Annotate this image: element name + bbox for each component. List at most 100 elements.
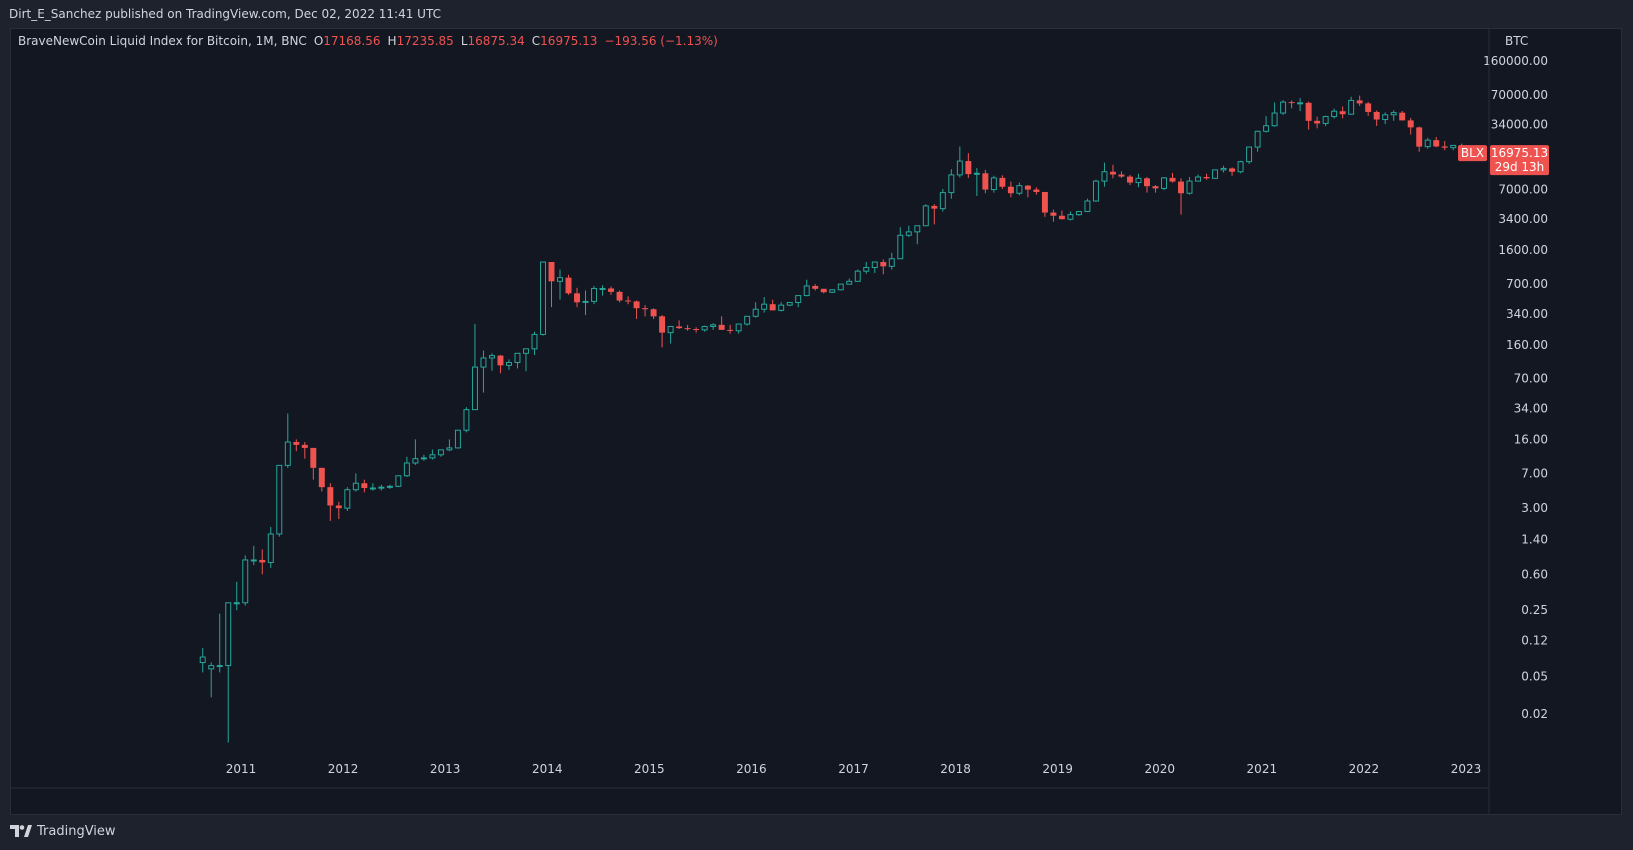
candle-body (769, 304, 776, 311)
candle (1067, 211, 1074, 221)
candle (233, 581, 240, 611)
price-badge-price: 16975.13 (1491, 146, 1548, 160)
candle-body (505, 361, 512, 366)
candle (786, 301, 793, 307)
candle-body (1195, 176, 1202, 182)
y-tick-label: 160000.00 (1483, 54, 1548, 68)
candle (335, 501, 342, 520)
candle-body (905, 231, 912, 236)
candle (973, 168, 980, 196)
candle-body (1220, 167, 1227, 171)
candle (284, 413, 291, 468)
candle (1331, 108, 1338, 119)
candle (1399, 110, 1406, 121)
candle (199, 647, 206, 673)
candle-body (1118, 174, 1125, 177)
candle-body (1033, 189, 1040, 192)
candle-body (1109, 171, 1116, 175)
candle (693, 327, 700, 333)
candle-body (301, 444, 308, 448)
candle (1007, 181, 1014, 198)
candle-body (820, 288, 827, 293)
candle (659, 315, 666, 348)
candle (1144, 177, 1150, 193)
candle-body (369, 487, 376, 490)
candle-body (497, 355, 504, 366)
candle-body (242, 559, 249, 604)
candle-body (1092, 180, 1099, 202)
candle (1424, 137, 1431, 149)
candle (1212, 169, 1219, 179)
candle (1237, 160, 1244, 174)
candle-body (1016, 185, 1023, 194)
candle (897, 227, 904, 260)
candle-body (1424, 139, 1431, 148)
candle (395, 475, 402, 488)
candle (1203, 173, 1210, 180)
candle-body (1237, 161, 1244, 173)
candle-body (735, 323, 742, 332)
candle-body (1263, 125, 1270, 132)
candle-body (514, 352, 521, 363)
y-tick-label: 0.02 (1521, 707, 1548, 721)
candle-body (880, 262, 887, 267)
candle-body (1161, 177, 1167, 189)
y-tick-label: 0.25 (1521, 603, 1548, 617)
candle (625, 296, 632, 305)
candle (880, 259, 887, 275)
candle (259, 549, 266, 575)
candle (250, 545, 257, 566)
candle-body (1416, 127, 1423, 147)
candle (795, 295, 802, 308)
tradingview-logo[interactable]: TradingView (10, 824, 116, 839)
candle-body (386, 485, 393, 488)
candle-body (871, 261, 878, 268)
y-tick-label: 1.40 (1521, 532, 1548, 546)
candle (540, 261, 546, 336)
candle (1390, 110, 1397, 121)
candle-body (344, 489, 351, 509)
y-tick-label: 7000.00 (1498, 183, 1548, 197)
candle-body (352, 482, 359, 491)
y-tick-label: 700.00 (1506, 277, 1548, 291)
candle-body (327, 487, 334, 506)
candle (888, 252, 895, 270)
candle-body (914, 225, 921, 233)
x-tick-label: 2022 (1349, 762, 1380, 776)
candle (216, 613, 223, 673)
candle-body (1186, 180, 1193, 194)
candle (361, 479, 368, 493)
candle-body (1373, 111, 1380, 120)
candle (1263, 116, 1270, 133)
candle (1126, 174, 1133, 186)
candle-body (846, 280, 853, 285)
x-tick-label: 2019 (1042, 762, 1073, 776)
candle (514, 352, 521, 369)
y-tick-label: 1600.00 (1498, 243, 1548, 257)
candle-body (1135, 177, 1142, 184)
candle (1382, 112, 1389, 125)
x-tick-label: 2013 (430, 762, 461, 776)
x-tick-label: 2018 (940, 762, 971, 776)
candle-body (625, 300, 632, 302)
footer (0, 815, 1633, 850)
candle-body (1007, 186, 1014, 194)
candle (914, 225, 921, 245)
candle-body (1297, 102, 1304, 105)
candle (829, 289, 836, 293)
x-tick-label: 2014 (532, 762, 563, 776)
symbol-badge-text: BLX (1461, 146, 1484, 160)
candle-body (1067, 214, 1074, 220)
candle (488, 353, 495, 371)
candle-body (633, 301, 640, 309)
chart-frame[interactable] (10, 28, 1622, 815)
candle (386, 484, 393, 489)
candle-body (250, 559, 257, 562)
candle-body (446, 447, 453, 451)
candle-body (1441, 146, 1448, 148)
candle-body (361, 483, 368, 488)
candle-body (650, 309, 657, 317)
candle (225, 602, 232, 743)
candle-body (1331, 110, 1338, 118)
